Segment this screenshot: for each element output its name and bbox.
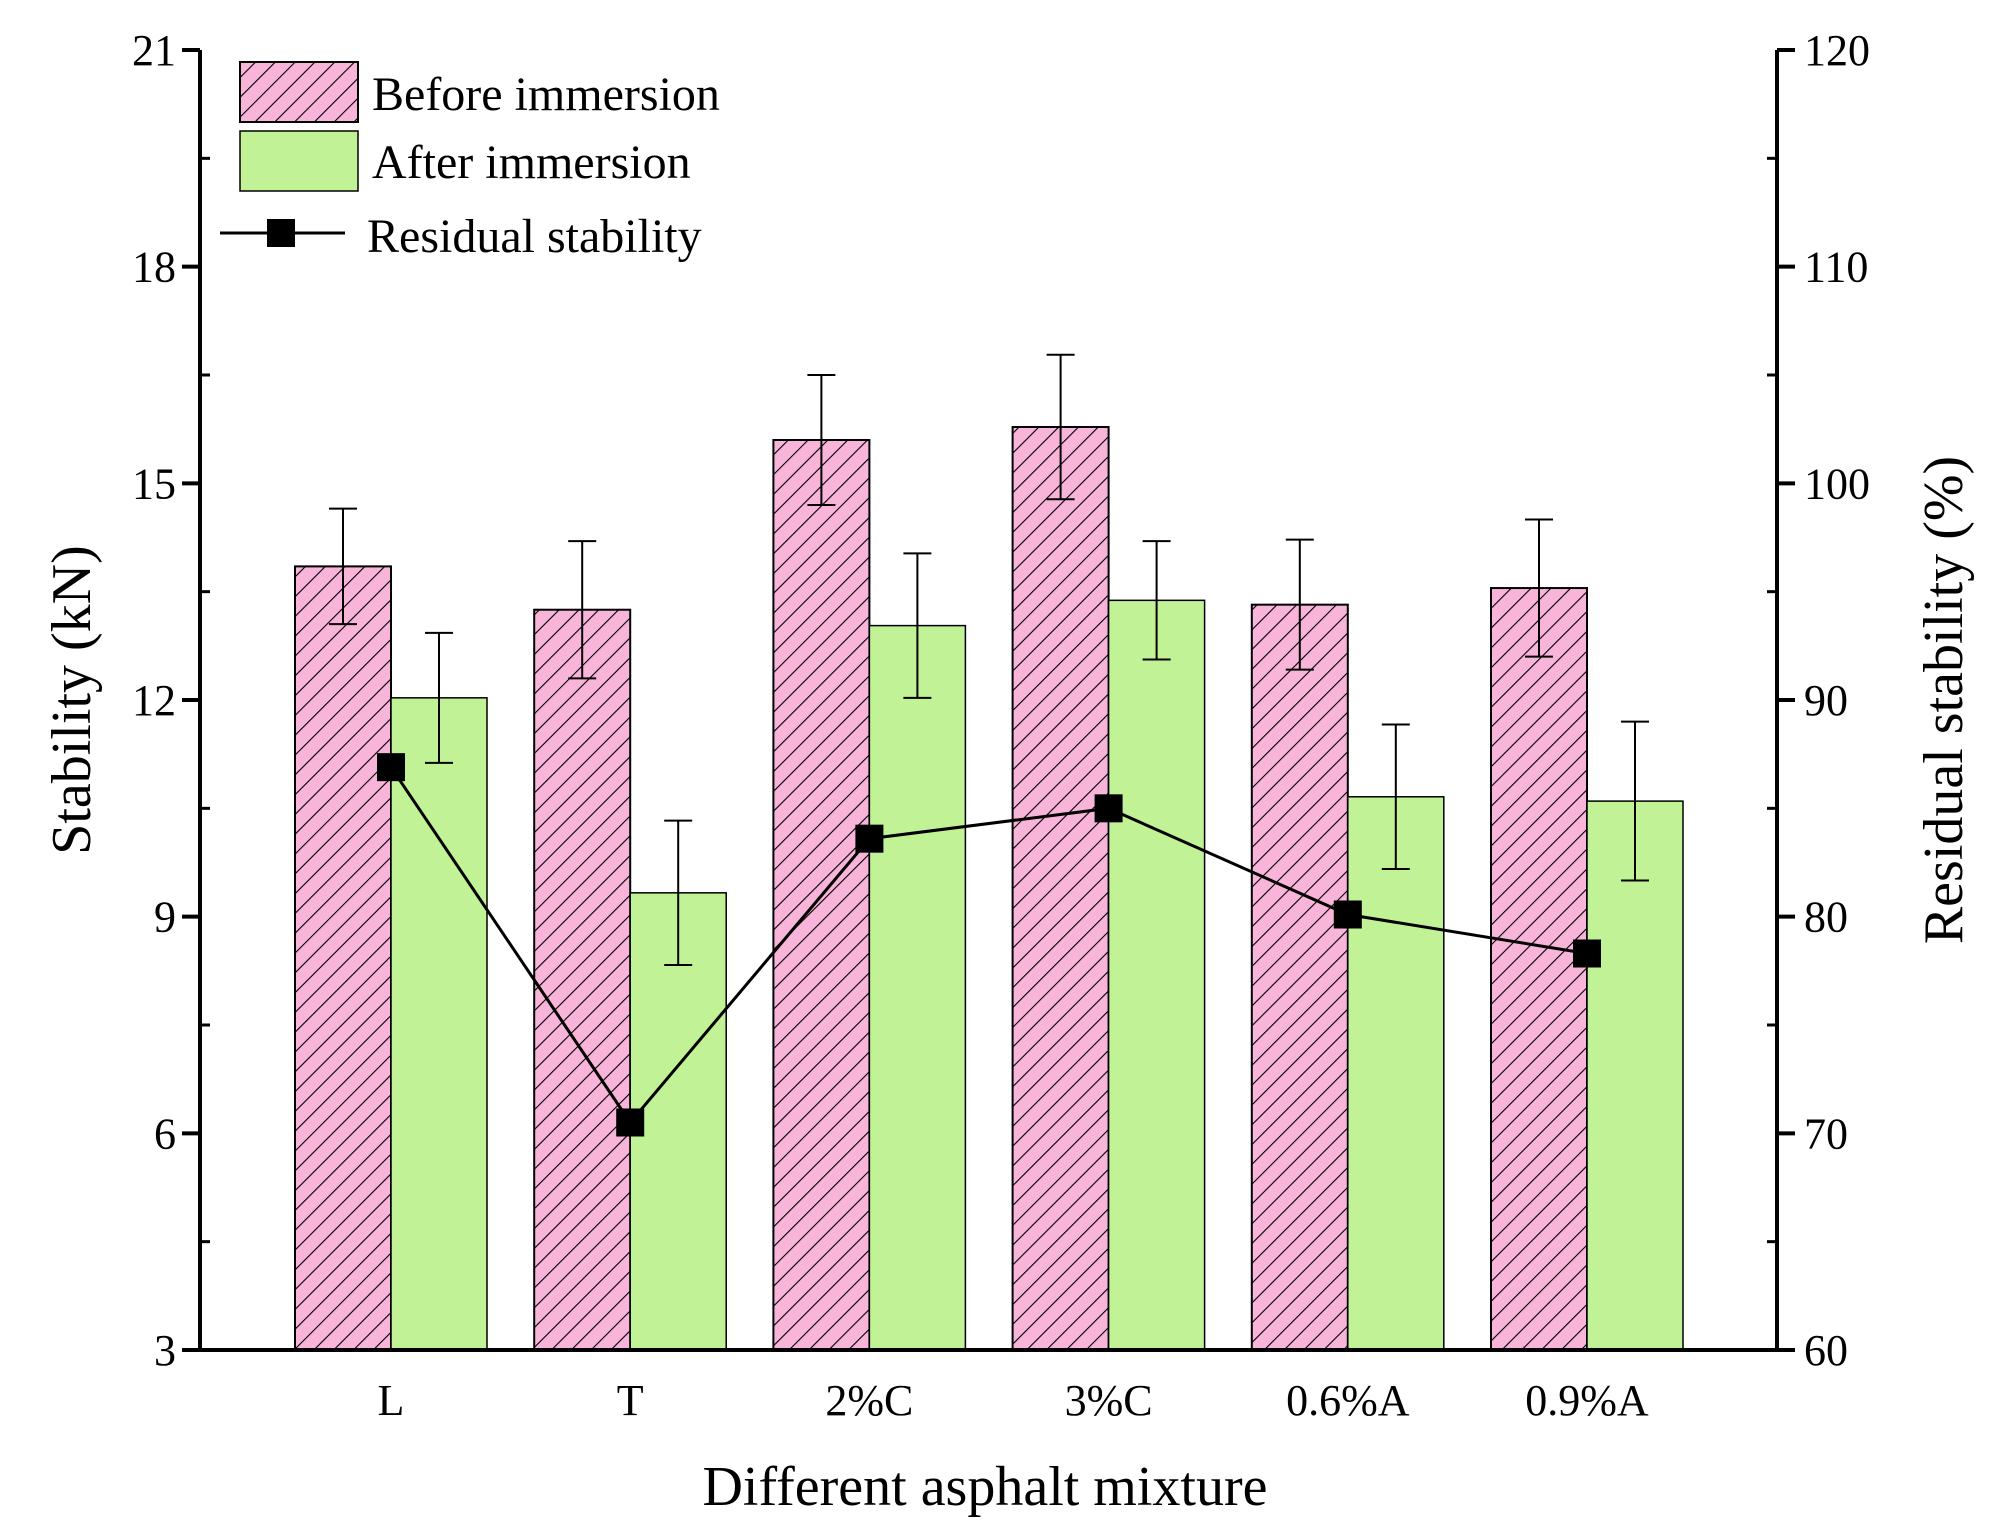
x-tick-label-0: L <box>378 1376 405 1425</box>
y-tick-label-2: 9 <box>154 893 176 942</box>
bar-after-1 <box>629 892 727 1351</box>
residual-line-layer <box>377 753 1601 1137</box>
bar-before-1 <box>533 608 632 1351</box>
bar-before-3 <box>1011 426 1110 1351</box>
bar-after-2 <box>868 624 967 1351</box>
errorbar-after-4 <box>1381 723 1410 870</box>
y2-tick-label-5: 110 <box>1804 243 1868 292</box>
tick-labels-layer: 3 6 9 12 15 18 21 60 70 80 90 100 110 120 L T 2%C 3%C 0.6%… <box>132 26 1870 1425</box>
y-tick-label-4: 15 <box>132 459 176 508</box>
y-tick-label-3: 12 <box>132 676 176 725</box>
bar-before-0 <box>294 565 392 1351</box>
residual-marker-0 <box>377 753 405 782</box>
errorbar-after-5 <box>1621 720 1649 882</box>
legend: Before immersion After immersion Residua… <box>220 61 720 263</box>
bar-after-0 <box>390 697 488 1351</box>
errorbar-before-3 <box>1046 353 1075 501</box>
errorbar-before-4 <box>1285 538 1314 671</box>
y2-axis-title: Residual stability (%) <box>1913 456 1975 944</box>
y2-tick-label-3: 90 <box>1804 676 1848 725</box>
errorbar-after-2 <box>903 552 932 699</box>
y-axis-title: Stability (kN) <box>41 545 103 855</box>
bar-after-4 <box>1347 796 1445 1351</box>
residual-marker-4 <box>1333 900 1362 929</box>
residual-marker-1 <box>616 1108 645 1137</box>
residual-marker-5 <box>1573 939 1601 968</box>
errorbar-after-0 <box>425 631 453 764</box>
bar-after-3 <box>1107 599 1206 1351</box>
y2-tick-label-4: 100 <box>1804 459 1870 508</box>
legend-swatch-residual-marker <box>267 219 295 247</box>
y2-tick-label-1: 70 <box>1804 1109 1848 1158</box>
residual-stability-line <box>389 766 1588 1125</box>
bar-before-5 <box>1490 587 1588 1351</box>
y-tick-label-1: 6 <box>154 1109 176 1158</box>
residual-marker-2 <box>855 824 884 853</box>
legend-label-after: After immersion <box>372 136 691 189</box>
errorbar-before-0 <box>329 507 357 626</box>
errorbar-after-1 <box>664 819 693 967</box>
errorbar-before-5 <box>1525 518 1553 658</box>
x-tick-label-1: T <box>617 1376 644 1425</box>
errorbar-before-2 <box>807 374 836 506</box>
x-axis-title: Different asphalt mixture <box>702 1456 1267 1518</box>
errorbar-after-3 <box>1142 540 1171 661</box>
y2-tick-label-2: 80 <box>1804 893 1848 942</box>
x-tick-label-5: 0.9%A <box>1525 1376 1649 1425</box>
x-tick-label-3: 3%C <box>1065 1376 1153 1425</box>
legend-swatch-before <box>239 61 359 123</box>
x-tick-label-4: 0.6%A <box>1286 1376 1410 1425</box>
error-bars-layer <box>329 353 1649 967</box>
legend-swatch-after <box>239 130 359 192</box>
y2-tick-label-6: 120 <box>1804 26 1870 75</box>
bars-layer <box>294 426 1684 1351</box>
y-tick-label-6: 21 <box>132 26 176 75</box>
x-tick-label-2: 2%C <box>825 1376 913 1425</box>
legend-label-residual: Residual stability <box>367 210 702 263</box>
y-tick-label-5: 18 <box>132 243 176 292</box>
residual-marker-3 <box>1094 794 1123 823</box>
y-tick-label-0: 3 <box>154 1326 176 1375</box>
bar-after-5 <box>1586 800 1684 1351</box>
errorbar-before-1 <box>568 540 597 680</box>
legend-label-before: Before immersion <box>372 68 720 121</box>
y2-tick-label-0: 60 <box>1804 1326 1848 1375</box>
axes-layer <box>182 48 1795 1352</box>
bar-before-4 <box>1250 603 1349 1351</box>
